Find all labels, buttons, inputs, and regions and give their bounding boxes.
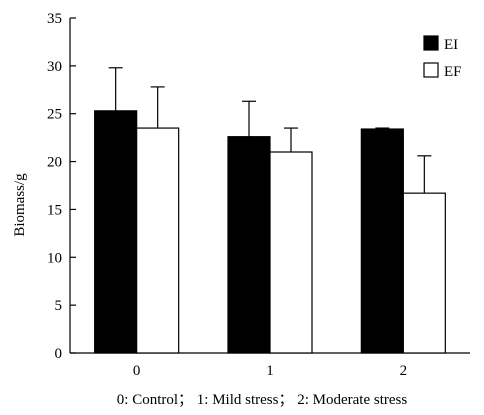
y-tick-label: 5 (55, 298, 63, 314)
y-tick-label: 15 (47, 202, 62, 218)
legend-label-ef: EF (444, 64, 462, 80)
bar-ei-2 (360, 128, 404, 354)
bar-ei-1 (227, 136, 271, 354)
legend-swatch-ef (423, 62, 439, 78)
legend-swatch-ei (423, 35, 439, 51)
y-tick-label: 35 (47, 11, 62, 27)
x-axis-caption: 0: Control； 1: Mild stress； 2: Moderate … (117, 392, 408, 408)
y-ticks: 0 5 10 15 20 25 30 35 (47, 11, 76, 362)
x-tick-label: 2 (400, 363, 408, 379)
y-tick-label: 20 (47, 155, 62, 171)
bar-ef-2 (402, 192, 446, 354)
error-bars (108, 67, 432, 194)
bar-ef-1 (269, 151, 313, 354)
bars (94, 110, 446, 354)
y-tick-label: 0 (55, 346, 63, 362)
x-tick-label: 1 (266, 363, 274, 379)
bar-ei-0 (94, 110, 138, 354)
y-tick-label: 10 (47, 250, 62, 266)
bar-ef-0 (136, 127, 180, 354)
y-axis-title: Biomass/g (12, 173, 28, 237)
y-tick-label: 25 (47, 107, 62, 123)
legend-label-ei: EI (444, 37, 458, 53)
legend: EI EF (423, 35, 462, 80)
x-tick-label: 0 (133, 363, 141, 379)
y-tick-label: 30 (47, 59, 62, 75)
